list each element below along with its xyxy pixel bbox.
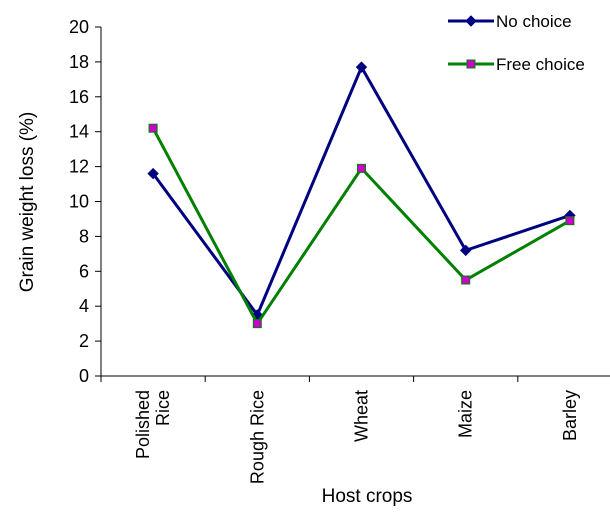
- data-point-diamond: [459, 244, 472, 257]
- y-tick-label: 20: [69, 17, 89, 37]
- legend-item: Free choice: [448, 55, 585, 74]
- data-point-square: [461, 275, 471, 285]
- legend-label: No choice: [496, 12, 572, 31]
- y-tick-label: 6: [79, 261, 89, 281]
- y-tick-label: 2: [79, 331, 89, 351]
- y-axis-ticks: 0 2 4 6 8 10 12 14 16 18 20: [69, 17, 101, 386]
- legend-label: Free choice: [496, 55, 585, 74]
- x-tick-label: Barley: [560, 390, 580, 441]
- y-tick-label: 14: [69, 122, 89, 142]
- y-tick-label: 18: [69, 52, 89, 72]
- data-point-square: [252, 319, 262, 329]
- y-tick-label: 10: [69, 192, 89, 212]
- legend-marker-diamond: [465, 15, 477, 27]
- series-line: [151, 127, 571, 327]
- series-2: [148, 123, 575, 329]
- y-tick-label: 4: [79, 296, 89, 316]
- x-axis-title: Host crops: [322, 486, 413, 507]
- data-point-square: [357, 163, 366, 173]
- legend-item: No choice: [448, 12, 572, 31]
- series-line: [151, 63, 571, 318]
- y-tick-label: 8: [79, 226, 89, 246]
- y-tick-label: 12: [69, 157, 89, 177]
- x-tick-label: Wheat: [352, 390, 372, 442]
- data-point-square: [148, 123, 158, 133]
- legend: No choice Free choice: [448, 12, 585, 74]
- y-axis-title: Grain weight loss (%): [17, 112, 38, 293]
- x-tick-label: Rough Rice: [247, 390, 267, 484]
- x-tick-label: Rice: [153, 390, 173, 426]
- y-tick-label: 16: [69, 87, 89, 107]
- y-tick-label: 0: [79, 366, 89, 386]
- series-1: [147, 61, 576, 321]
- x-tick-label: Maize: [456, 390, 476, 438]
- data-point-square: [565, 216, 575, 226]
- data-point-diamond: [147, 167, 159, 180]
- legend-marker-square: [466, 59, 476, 69]
- data-point-diamond: [355, 61, 368, 73]
- x-tick-label: Polished: [133, 390, 153, 459]
- series-layer: [147, 61, 576, 329]
- x-axis-ticks: Polished Rice Rough Rice Wheat Maize Barley: [100, 376, 580, 484]
